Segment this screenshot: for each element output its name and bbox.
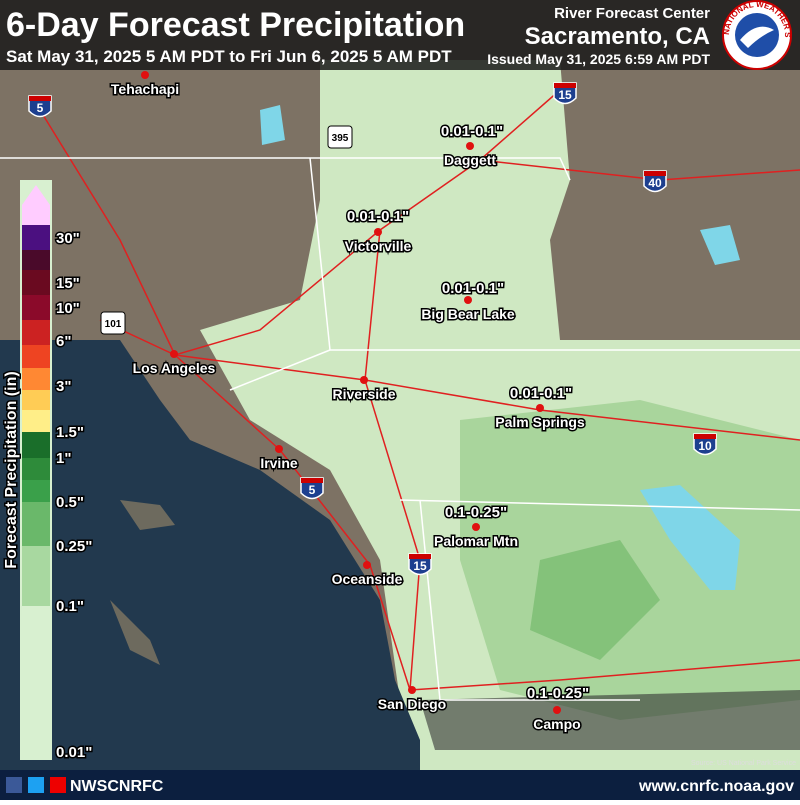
city-dot [466, 142, 474, 150]
city-name: Big Bear Lake [421, 306, 515, 322]
legend-label: 0.25" [56, 538, 92, 555]
highway-shield: 40 [643, 170, 667, 193]
city-name: Tehachapi [111, 81, 179, 97]
city-dot [553, 706, 561, 714]
city-dot [141, 71, 149, 79]
salton-sea [640, 485, 740, 590]
city-name: Victorville [345, 238, 412, 254]
center-label: River Forecast Center [554, 5, 710, 22]
shield-top [554, 83, 576, 88]
city-name: Los Angeles [133, 360, 216, 376]
source: Source: US National Park Service [691, 760, 796, 767]
city-dot [408, 686, 416, 694]
shield [643, 170, 667, 193]
city-name: Palomar Mtn [434, 533, 518, 549]
city-name: Campo [533, 716, 580, 732]
city-name: San Diego [378, 696, 446, 712]
shield-number: 395 [332, 133, 349, 144]
shield-number: 15 [413, 559, 427, 573]
highway-shield: 10 [693, 433, 717, 456]
city-dot [464, 296, 472, 304]
legend-label: 1.5" [56, 424, 84, 441]
shield-top [29, 96, 51, 101]
shield-top [409, 554, 431, 559]
city-dot [275, 445, 283, 453]
legend: Forecast Precipitation (in) [2, 180, 52, 760]
ocean [0, 340, 420, 770]
legend-label: 30" [56, 230, 80, 247]
subtitle: Sat May 31, 2025 5 AM PDT to Fri Jun 6, … [6, 47, 452, 66]
city-name: Palm Springs [495, 414, 585, 430]
city-dot [170, 350, 178, 358]
shield-number: 5 [309, 483, 316, 497]
highway-shield: 5 [28, 95, 52, 118]
shield-number: 10 [698, 439, 712, 453]
city-name: Irvine [260, 455, 298, 471]
city-name: Daggett [444, 152, 496, 168]
shield [408, 553, 432, 576]
legend-label: 0.5" [56, 494, 84, 511]
shield-number: 101 [105, 319, 122, 330]
footer-bar [0, 770, 800, 800]
legend-label: 15" [56, 275, 80, 292]
shield-number: 40 [648, 176, 662, 190]
center-name: Sacramento, CA [525, 23, 710, 50]
legend-label: 0.01" [56, 744, 92, 761]
city-forecast: 0.01-0.1" [442, 280, 504, 297]
highway-shield: 15 [408, 553, 432, 576]
shield-number: 15 [558, 88, 572, 102]
shield [693, 433, 717, 456]
islands [110, 500, 175, 665]
youtube-icon[interactable] [50, 777, 66, 793]
city-dot [360, 376, 368, 384]
shield-number: 5 [37, 101, 44, 115]
legend-label: 3" [56, 378, 71, 395]
legend-label: 10" [56, 300, 80, 317]
city-forecast: 0.1-0.25" [445, 504, 507, 521]
city-dot [374, 228, 382, 236]
shield-top [694, 434, 716, 439]
website[interactable]: www.cnrfc.noaa.gov [638, 778, 794, 795]
city-name: Riverside [332, 386, 395, 402]
city-forecast: 0.01-0.1" [347, 208, 409, 225]
legend-title: Forecast Precipitation (in) [3, 371, 20, 568]
issued: Issued May 31, 2025 6:59 AM PDT [487, 51, 710, 67]
city-dot [472, 523, 480, 531]
city-forecast: 0.1-0.25" [527, 685, 589, 702]
shield [300, 477, 324, 500]
highway-shield: 101 [100, 311, 126, 335]
social-handle: NWSCNRFC [70, 778, 164, 795]
mexico-shade [420, 690, 800, 750]
shield-top [301, 478, 323, 483]
city-forecast: 0.01-0.1" [510, 385, 572, 402]
highway-shield: 5 [300, 477, 324, 500]
shield [553, 82, 577, 105]
facebook-icon[interactable] [6, 777, 22, 793]
city-dot [363, 561, 371, 569]
highway-shield: 395 [327, 125, 353, 149]
title: 6-Day Forecast Precipitation [6, 6, 465, 44]
legend-label: 0.1" [56, 598, 84, 615]
city-name: Oceanside [332, 571, 403, 587]
legend-label: 1" [56, 450, 71, 467]
legend-label: 6" [56, 333, 71, 350]
city-forecast: 0.01-0.1" [441, 123, 503, 140]
twitter-icon[interactable] [28, 777, 44, 793]
precip-heavier [530, 540, 660, 660]
shield-top [644, 171, 666, 176]
header-bar [0, 0, 800, 70]
shield [327, 125, 353, 149]
shield [28, 95, 52, 118]
city-dot [536, 404, 544, 412]
shield [100, 311, 126, 335]
highway-shield: 15 [553, 82, 577, 105]
